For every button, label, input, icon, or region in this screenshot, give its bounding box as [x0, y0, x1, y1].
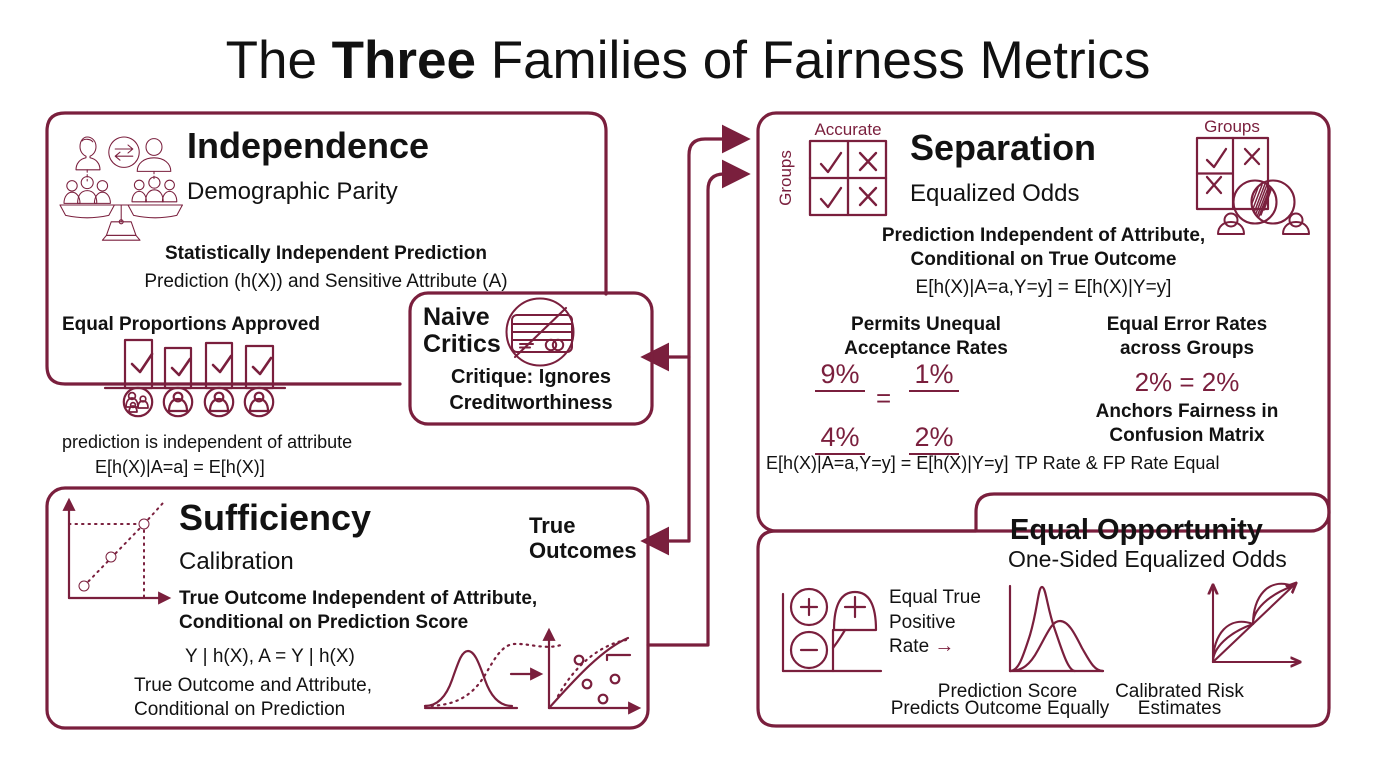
svg-text:Groups: Groups: [1204, 117, 1260, 136]
svg-text:Groups: Groups: [776, 150, 795, 206]
svg-text:Accurate: Accurate: [814, 120, 881, 139]
